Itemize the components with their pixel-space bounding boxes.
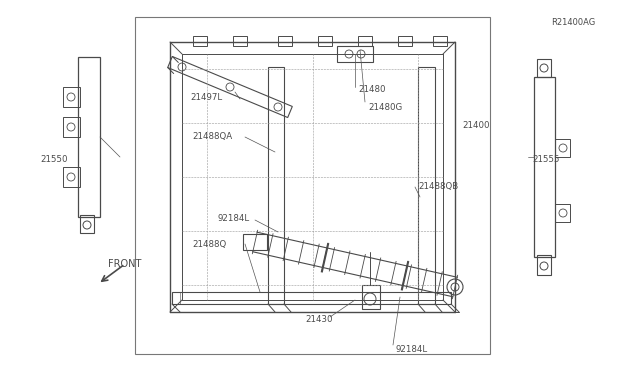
Bar <box>63 117 80 137</box>
Bar <box>534 77 555 257</box>
Bar <box>398 36 412 46</box>
Text: 92184L: 92184L <box>218 214 250 222</box>
Text: R21400AG: R21400AG <box>551 18 595 27</box>
Bar <box>537 255 551 275</box>
Bar <box>318 36 332 46</box>
Bar <box>362 285 380 309</box>
Text: 21488QB: 21488QB <box>418 182 458 190</box>
Bar <box>337 46 373 62</box>
Text: 21497L: 21497L <box>190 93 222 102</box>
Text: 21480: 21480 <box>358 84 385 93</box>
Bar <box>78 57 100 217</box>
Bar <box>243 234 267 250</box>
Text: 21550: 21550 <box>40 154 67 164</box>
Bar <box>537 59 551 77</box>
Bar <box>555 139 570 157</box>
Text: 21488Q: 21488Q <box>192 240 227 248</box>
Text: 21480G: 21480G <box>368 103 403 112</box>
Bar <box>278 36 292 46</box>
Text: FRONT: FRONT <box>108 259 141 269</box>
Bar <box>555 204 570 222</box>
Bar <box>193 36 207 46</box>
Bar <box>63 87 80 107</box>
Text: 92184L: 92184L <box>395 346 427 355</box>
Bar <box>80 215 94 233</box>
Text: 21430: 21430 <box>305 314 333 324</box>
Text: 21488QA: 21488QA <box>192 131 232 141</box>
Bar <box>233 36 247 46</box>
Bar <box>63 167 80 187</box>
Bar <box>433 36 447 46</box>
Text: 21400: 21400 <box>462 121 490 129</box>
Bar <box>135 17 490 354</box>
Text: 21555: 21555 <box>532 154 559 164</box>
Bar <box>358 36 372 46</box>
